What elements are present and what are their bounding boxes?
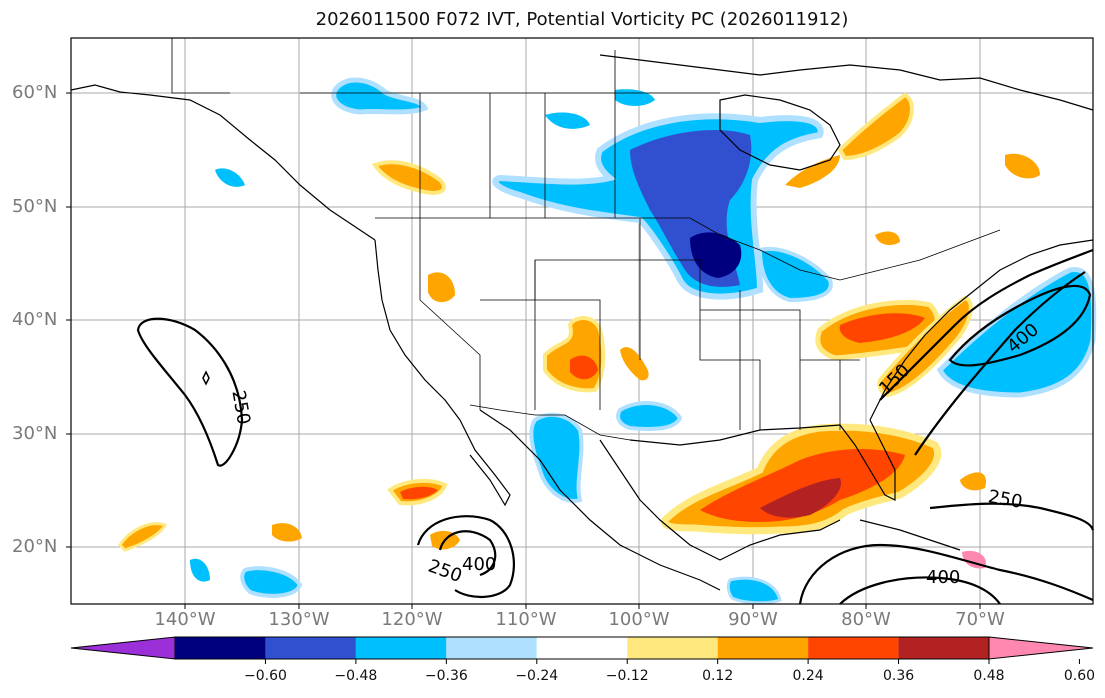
border-us-canada xyxy=(375,217,1001,281)
pv-pos-pac-1 xyxy=(118,522,168,552)
pv-pos-bc xyxy=(371,160,446,195)
contour-400-bottom xyxy=(798,543,1094,605)
colorbar-tick-label: −0.24 xyxy=(515,668,559,684)
contour-400-mexico xyxy=(438,530,497,577)
contour-250-bottom xyxy=(929,502,1095,531)
colorbar-tick-label: 0.60 xyxy=(1063,668,1096,684)
pv-neg-baja xyxy=(529,412,584,503)
pv-pos-colorado-core xyxy=(570,355,598,380)
coastlines xyxy=(70,54,1094,591)
pv-pos-mexico-core xyxy=(400,486,438,500)
lon-label-90: 90°W xyxy=(728,609,778,630)
pv-pos-labrador xyxy=(837,92,914,161)
coast-florida xyxy=(839,419,896,501)
lon-label-80: 80°W xyxy=(841,609,891,630)
lon-label-100: 100°W xyxy=(608,609,670,630)
lat-label-60: 60°N xyxy=(12,82,58,103)
coast-gulf-us xyxy=(629,424,841,446)
pv-pos-maine xyxy=(875,231,900,246)
pv-pos-gulf-core xyxy=(700,448,905,522)
pv-neg-core-2 xyxy=(690,232,742,278)
colorbar-tick-label: −0.60 xyxy=(243,668,287,684)
coast-pacific-us xyxy=(374,239,461,421)
colorbar-tick-label: 0.36 xyxy=(882,668,915,684)
coast-arctic xyxy=(599,54,1094,111)
pv-pos-ne xyxy=(1005,153,1040,179)
contour-diamond xyxy=(202,370,210,386)
contour-250-mexico xyxy=(416,515,515,599)
border-states-1 xyxy=(419,218,860,430)
coast-hudson xyxy=(719,94,841,171)
contour-label-250-pacific: 250 xyxy=(227,389,254,426)
border-alaska xyxy=(171,38,230,94)
pv-pos-nevada xyxy=(428,272,455,303)
pv-neg-sm-4 xyxy=(190,558,210,582)
map-title: 2026011500 F072 IVT, Potential Vorticity… xyxy=(315,9,849,30)
contour-label-250-mexico: 250 xyxy=(425,556,464,587)
pv-neg-sw-pacific xyxy=(240,566,303,598)
contour-400-caribbean xyxy=(839,576,1001,605)
pv-pos-hudson xyxy=(785,155,840,188)
pv-positive-fills xyxy=(118,92,1040,569)
pv-pos-texas xyxy=(620,347,649,381)
pv-neg-texas xyxy=(616,401,683,431)
lon-label-120: 120°W xyxy=(381,609,443,630)
pv-pos-pac-2 xyxy=(272,523,302,542)
colorbar-tick-label: −0.36 xyxy=(424,668,468,684)
pv-negative-fills xyxy=(190,77,1097,605)
coast-east xyxy=(869,239,1094,421)
lat-label-30: 30°N xyxy=(12,423,58,444)
lat-label-20: 20°N xyxy=(12,536,58,557)
lon-label-140: 140°W xyxy=(154,609,216,630)
pv-neg-sm-1 xyxy=(215,168,245,187)
coast-baja xyxy=(459,419,511,507)
contour-label-400-mexico: 400 xyxy=(462,554,496,575)
pv-neg-alaska xyxy=(331,77,429,115)
lon-label-130: 130°W xyxy=(268,609,330,630)
border-canada-provinces xyxy=(300,50,720,218)
colorbar-tick-label: 0.24 xyxy=(792,668,824,684)
contour-label-250-bottom: 250 xyxy=(987,486,1024,513)
coast-cuba xyxy=(859,519,961,551)
coast-alaska xyxy=(70,84,376,241)
pv-pos-east-core xyxy=(839,313,925,343)
contour-400-atlantic xyxy=(948,284,1092,367)
contour-label-group: 250 250 400 400 150 400 250 400 xyxy=(227,319,1042,588)
ivt-contours xyxy=(136,248,1095,605)
border-us-mexico xyxy=(469,404,631,441)
ticks xyxy=(66,92,981,609)
colorbar-tick-label: 0.48 xyxy=(973,668,1005,684)
pv-pos-colorado xyxy=(543,316,606,393)
pv-pos-gulf-deep xyxy=(760,478,841,518)
colorbar-tick-label: 0.12 xyxy=(702,668,734,684)
lon-label-70: 70°W xyxy=(955,609,1005,630)
colorbar-tick-label: −0.48 xyxy=(334,668,378,684)
colorbar-tick-label: −0.12 xyxy=(605,668,649,684)
political-borders xyxy=(171,38,1001,441)
coast-mexico-pac xyxy=(479,409,721,591)
pv-neg-caribbean xyxy=(726,576,782,605)
pv-pos-coast-band xyxy=(877,295,973,398)
pv-pos-bahamas xyxy=(960,472,986,491)
contour-label-400-bottom: 400 xyxy=(926,567,960,588)
lat-label-50: 50°N xyxy=(12,196,58,217)
coast-gulf xyxy=(599,439,841,561)
contour-250-pacific xyxy=(136,317,244,467)
map-frame xyxy=(70,37,1094,605)
lat-label-40: 40°N xyxy=(12,309,58,330)
contour-150-atlantic xyxy=(879,248,1094,401)
pv-neg-great-lakes xyxy=(757,247,833,303)
pv-neg-sm-2 xyxy=(545,112,590,129)
pv-neg-sm-3 xyxy=(615,89,655,106)
lon-label-110: 110°W xyxy=(495,609,557,630)
border-states-2 xyxy=(534,218,841,430)
